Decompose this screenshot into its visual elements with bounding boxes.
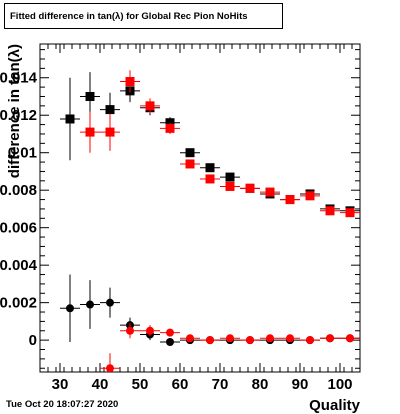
data-point bbox=[125, 76, 135, 86]
data-point bbox=[145, 101, 155, 111]
series-1 bbox=[80, 70, 360, 218]
y-tick-label: 0.004 bbox=[0, 257, 38, 274]
y-tick-label: 0.01 bbox=[8, 145, 37, 162]
x-tick-label: 40 bbox=[92, 376, 109, 393]
data-point bbox=[165, 123, 175, 133]
data-point bbox=[65, 114, 75, 124]
x-tick-label: 60 bbox=[172, 376, 189, 393]
y-tick-label: 0.002 bbox=[0, 295, 37, 312]
data-point bbox=[185, 148, 195, 158]
data-point bbox=[306, 336, 314, 345]
y-tick-label: 0.012 bbox=[0, 107, 37, 124]
data-point bbox=[106, 298, 114, 307]
data-point bbox=[146, 326, 154, 335]
data-point bbox=[205, 163, 215, 173]
data-point bbox=[205, 174, 215, 184]
data-point bbox=[126, 326, 134, 335]
data-point bbox=[66, 304, 74, 313]
y-tick-label: 0.008 bbox=[0, 182, 37, 199]
y-axis-title: difference in tan(λ) bbox=[6, 44, 23, 178]
series-0 bbox=[60, 72, 360, 216]
data-point bbox=[326, 334, 334, 343]
data-point bbox=[166, 338, 174, 347]
data-point bbox=[285, 195, 295, 205]
data-point bbox=[245, 183, 255, 193]
data-point bbox=[166, 328, 174, 337]
data-marks bbox=[60, 70, 360, 372]
data-point bbox=[206, 336, 214, 345]
data-point bbox=[345, 208, 355, 218]
x-tick-label: 80 bbox=[252, 376, 269, 393]
axis-labels: 30 40 50 60 70 80 90 100 0 0.002 0.004 0.006 0.008 0.… bbox=[0, 44, 361, 414]
data-point bbox=[105, 127, 115, 137]
x-tick-label: 100 bbox=[327, 376, 352, 393]
data-point bbox=[226, 334, 234, 343]
data-point bbox=[325, 206, 335, 216]
data-point bbox=[266, 334, 274, 343]
x-tick-label: 70 bbox=[212, 376, 229, 393]
data-point bbox=[246, 336, 254, 345]
data-point bbox=[86, 300, 94, 309]
x-axis-title: Quality bbox=[309, 397, 361, 414]
axis-ticks bbox=[39, 44, 361, 372]
data-point bbox=[286, 334, 294, 343]
data-point bbox=[186, 334, 194, 343]
timestamp: Tue Oct 20 18:07:27 2020 bbox=[6, 399, 119, 410]
x-tick-label: 90 bbox=[292, 376, 309, 393]
y-tick-label: 0.006 bbox=[0, 220, 37, 237]
y-tick-label: 0 bbox=[29, 332, 37, 349]
data-point bbox=[185, 159, 195, 169]
data-point bbox=[305, 191, 315, 201]
chart-title: Fitted difference in tan(λ) for Global R… bbox=[4, 3, 283, 29]
data-point bbox=[346, 334, 354, 343]
series-2 bbox=[60, 274, 360, 347]
data-point bbox=[106, 364, 114, 372]
data-point bbox=[105, 105, 115, 115]
x-tick-label: 50 bbox=[132, 376, 149, 393]
data-point bbox=[225, 172, 235, 182]
series-3 bbox=[100, 323, 360, 372]
x-tick-label: 30 bbox=[52, 376, 69, 393]
data-point bbox=[265, 187, 275, 197]
data-point bbox=[85, 127, 95, 137]
data-point bbox=[225, 181, 235, 191]
y-tick-label: 0.014 bbox=[0, 70, 38, 87]
data-point bbox=[85, 91, 95, 101]
